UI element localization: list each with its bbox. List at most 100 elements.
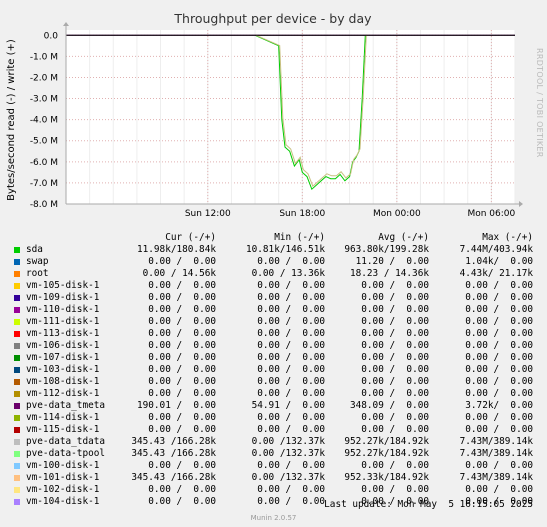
x-axis-arrow-icon [519,201,523,207]
legend-max: 0.00 / 0.00 [465,304,533,315]
y-tick-label: -5.0 M [30,137,58,147]
legend-series-name: vm-103-disk-1 [26,364,100,375]
legend-rows: sda 11.98k/180.84k 10.81k/146.51k 963.80k/1… [0,244,547,508]
legend-row: pve-data_tmeta 190.01 / 0.00 54.91 / 0.00 3… [0,400,547,412]
legend-swatch [14,379,20,385]
legend-series-name: swap [26,256,49,267]
y-tick-label: -7.0 M [30,179,58,189]
legend-series-name: vm-105-disk-1 [26,280,100,291]
legend-min: 0.00 /132.37k [251,472,325,483]
legend-swatch [14,271,20,277]
legend-avg: 0.00 / 0.00 [361,316,429,327]
legend-max: 7.43M/389.14k [459,472,533,483]
legend-series-name: vm-106-disk-1 [26,340,100,351]
legend-avg: 0.00 / 0.00 [361,460,429,471]
legend-cur: 0.00 / 14.56k [142,268,216,279]
legend-swatch [14,283,20,289]
y-tick-labels: 0.0 -1.0 M -2.0 M -3.0 M -4.0 M -5.0 M -6.0 M -… [30,31,58,210]
legend-avg: 0.00 / 0.00 [361,340,429,351]
legend-max: 0.00 / 0.00 [465,484,533,495]
throughput-chart: Throughput per device - by day Bytes/sec… [6,11,544,219]
y-tick-label: -4.0 M [30,116,58,126]
legend-series-name: pve-data_tmeta [26,400,106,411]
legend-cur: 0.00 / 0.00 [148,304,216,315]
legend-series-name: root [26,268,49,279]
legend-swatch [14,355,20,361]
legend-swatch [14,391,20,397]
legend-min: 0.00 / 0.00 [257,424,325,435]
legend-avg: 0.00 / 0.00 [361,352,429,363]
legend-min: 0.00 / 0.00 [257,340,325,351]
legend-row: vm-107-disk-1 0.00 / 0.00 0.00 / 0.00 0.00 … [0,352,547,364]
legend-series-name: pve-data_tdata [26,436,106,447]
legend-avg: 0.00 / 0.00 [361,412,429,423]
legend-series-name: sda [26,244,43,255]
y-tick-label: -8.0 M [30,200,58,210]
legend-avg: 18.23 / 14.36k [349,268,429,279]
legend-avg: 348.09 / 0.00 [349,400,429,411]
legend-max: 0.00 / 0.00 [465,328,533,339]
legend-row: vm-101-disk-1 345.43 /166.28k 0.00 /132.37… [0,472,547,484]
legend-series-name: vm-101-disk-1 [26,472,100,483]
legend-series-name: vm-100-disk-1 [26,460,100,471]
legend-cur: 0.00 / 0.00 [148,340,216,351]
legend-avg: 0.00 / 0.00 [361,388,429,399]
legend-swatch [14,307,20,313]
legend-avg: 11.20 / 0.00 [355,256,429,267]
legend-swatch [14,487,20,493]
legend-swatch [14,439,20,445]
legend-row: vm-110-disk-1 0.00 / 0.00 0.00 / 0.00 0.00 … [0,304,547,316]
legend-max: 0.00 / 0.00 [465,352,533,363]
legend-avg: 963.80k/199.28k [344,244,429,255]
legend-max: 1.04k/ 0.00 [465,256,533,267]
legend-series-name: vm-113-disk-1 [26,328,100,339]
legend-row: vm-104-disk-1 0.00 / 0.00 0.00 / 0.00 0.00 … [0,496,547,508]
legend-row: vm-105-disk-1 0.00 / 0.00 0.00 / 0.00 0.00 … [0,280,547,292]
legend-row: vm-111-disk-1 0.00 / 0.00 0.00 / 0.00 0.00 … [0,316,547,328]
legend-min: 0.00 / 0.00 [257,388,325,399]
legend-swatch [14,499,20,505]
legend-swatch [14,451,20,457]
legend-row: vm-103-disk-1 0.00 / 0.00 0.00 / 0.00 0.00 … [0,364,547,376]
legend-series-name: vm-111-disk-1 [26,316,100,327]
legend-series-name: vm-112-disk-1 [26,388,100,399]
munin-version: Munin 2.0.57 [250,514,297,522]
legend-max: 0.00 / 0.00 [465,412,533,423]
legend-max: 0.00 / 0.00 [465,388,533,399]
legend-row: vm-113-disk-1 0.00 / 0.00 0.00 / 0.00 0.00 … [0,328,547,340]
legend-cur: 11.98k/180.84k [136,244,216,255]
legend-min: 0.00 / 0.00 [257,292,325,303]
legend-swatch [14,415,20,421]
legend-swatch [14,475,20,481]
legend-min: 0.00 / 0.00 [257,304,325,315]
header-cur: Cur (-/+) [165,232,216,243]
legend-avg: 952.27k/184.92k [344,436,429,447]
legend-avg: 0.00 / 0.00 [361,364,429,375]
legend-cur: 0.00 / 0.00 [148,484,216,495]
header-min: Min (-/+) [274,232,325,243]
legend-cur: 0.00 / 0.00 [148,388,216,399]
legend-cur: 0.00 / 0.00 [148,316,216,327]
y-tick-label: -1.0 M [30,52,58,62]
legend-row: vm-112-disk-1 0.00 / 0.00 0.00 / 0.00 0.00 … [0,388,547,400]
legend-max: 0.00 / 0.00 [465,496,533,507]
legend-row: vm-109-disk-1 0.00 / 0.00 0.00 / 0.00 0.00 … [0,292,547,304]
y-tick-label: -6.0 M [30,158,58,168]
legend-cur: 0.00 / 0.00 [148,364,216,375]
legend-row: vm-108-disk-1 0.00 / 0.00 0.00 / 0.00 0.00 … [0,376,547,388]
legend-max: 0.00 / 0.00 [465,340,533,351]
legend-series-name: vm-108-disk-1 [26,376,100,387]
legend-cur: 0.00 / 0.00 [148,256,216,267]
legend-max: 7.43M/389.14k [459,436,533,447]
legend-cur: 0.00 / 0.00 [148,460,216,471]
legend-series-name: vm-107-disk-1 [26,352,100,363]
legend-swatch [14,427,20,433]
legend-swatch [14,463,20,469]
legend-max: 7.44M/403.94k [459,244,533,255]
legend-row: pve-data_tdata 345.43 /166.28k 0.00 /132.3… [0,436,547,448]
series-line-pve-data-tdata-read [255,34,367,188]
legend-cur: 345.43 /166.28k [131,436,216,447]
legend-series-name: vm-114-disk-1 [26,412,100,423]
legend-avg: 0.00 / 0.00 [361,280,429,291]
legend-swatch [14,343,20,349]
